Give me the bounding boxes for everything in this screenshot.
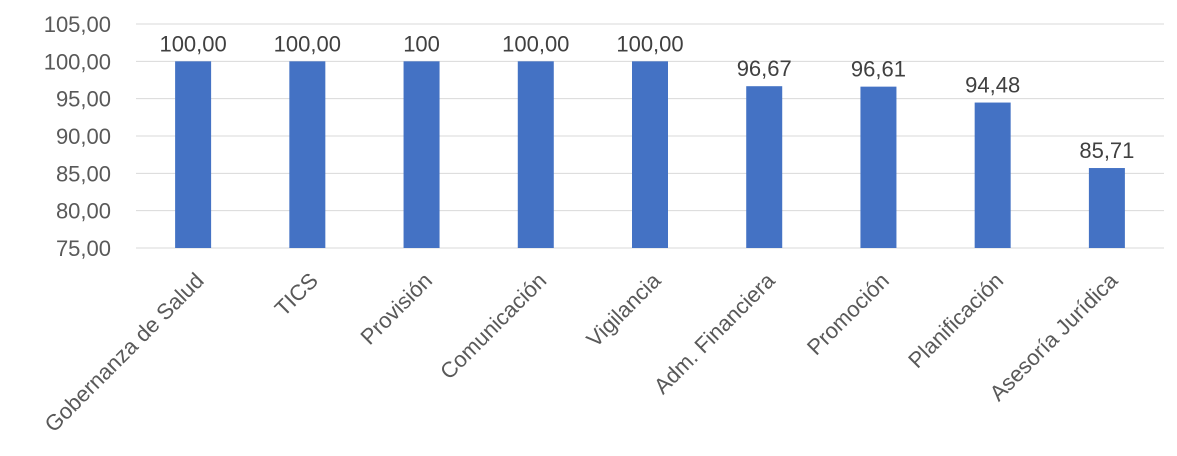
bar <box>289 61 326 249</box>
bar <box>1088 168 1125 248</box>
y-tick-label: 90,00 <box>56 124 111 149</box>
x-tick-label: Provisión <box>355 268 437 350</box>
bar <box>746 86 783 249</box>
bar <box>860 86 897 249</box>
bar <box>974 102 1011 248</box>
x-axis: Gobernanza de Salud TICS ProvisiónComunica… <box>40 267 1123 437</box>
data-label: 85,71 <box>1079 138 1134 163</box>
data-label: 100,00 <box>159 31 226 56</box>
data-label: 100,00 <box>502 31 569 56</box>
data-label: 100,00 <box>274 31 341 56</box>
y-tick-label: 85,00 <box>56 161 111 186</box>
bar <box>632 61 668 249</box>
data-labels: 100,00 100,00 100 100,00 100,00 96,67 96,61 94,… <box>159 31 1134 163</box>
data-label: 96,67 <box>737 56 792 81</box>
x-tick-label: Vigilancia <box>582 267 667 352</box>
bars <box>175 61 1125 249</box>
data-label: 94,48 <box>965 73 1020 98</box>
bar <box>403 61 440 249</box>
x-tick-label: Promoción <box>802 268 894 360</box>
x-tick-label: Gobernanza de Salud <box>40 268 209 437</box>
x-tick-label: Adm. Financiera <box>649 267 780 398</box>
y-tick-label: 75,00 <box>56 236 111 261</box>
data-label: 100,00 <box>616 31 683 56</box>
x-tick-label: Planificación <box>903 268 1008 373</box>
data-label: 96,61 <box>851 57 906 82</box>
y-tick-label: 105,00 <box>44 12 111 37</box>
data-label: 100 <box>403 31 440 56</box>
y-tick-label: 80,00 <box>56 199 111 224</box>
bar <box>175 61 212 249</box>
y-axis: 75,00 80,00 85,00 90,00 95,00 100,00 105,00 <box>44 12 111 261</box>
y-tick-label: 100,00 <box>44 49 111 74</box>
y-tick-label: 95,00 <box>56 87 111 112</box>
x-tick-label: TICS <box>270 268 323 321</box>
x-tick-label: Comunicación <box>435 268 551 384</box>
bar <box>517 61 554 249</box>
